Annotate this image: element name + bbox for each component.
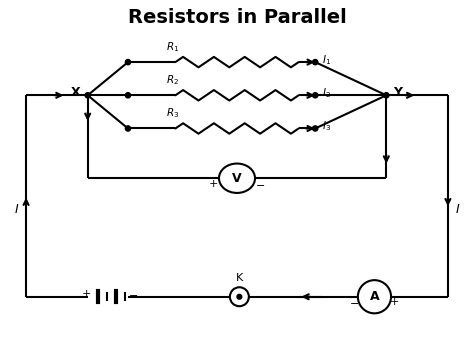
Circle shape: [125, 59, 131, 65]
Text: $R_3$: $R_3$: [166, 107, 180, 120]
Text: $R_2$: $R_2$: [166, 74, 180, 87]
Circle shape: [313, 126, 318, 131]
Text: +: +: [390, 297, 399, 307]
Text: X: X: [71, 86, 81, 100]
Text: $-$: $-$: [128, 289, 138, 299]
Text: $R_1$: $R_1$: [166, 40, 180, 54]
Circle shape: [85, 93, 90, 98]
Text: $I$: $I$: [455, 203, 460, 215]
Circle shape: [313, 93, 318, 98]
Circle shape: [383, 93, 389, 98]
Text: $-$: $-$: [255, 179, 265, 189]
Text: $I$: $I$: [14, 203, 19, 215]
Text: $I_2$: $I_2$: [322, 86, 331, 100]
Text: Y: Y: [393, 86, 402, 100]
Text: +: +: [82, 289, 91, 299]
Text: V: V: [232, 172, 242, 185]
Text: $I_1$: $I_1$: [322, 53, 331, 67]
Text: A: A: [370, 290, 379, 303]
Circle shape: [125, 93, 131, 98]
Circle shape: [125, 126, 131, 131]
Text: $I_3$: $I_3$: [322, 119, 331, 133]
Text: $-$: $-$: [349, 297, 360, 307]
Circle shape: [313, 59, 318, 65]
Circle shape: [237, 294, 242, 299]
Text: K: K: [236, 272, 243, 282]
Text: +: +: [209, 179, 219, 189]
Text: Resistors in Parallel: Resistors in Parallel: [128, 8, 346, 27]
